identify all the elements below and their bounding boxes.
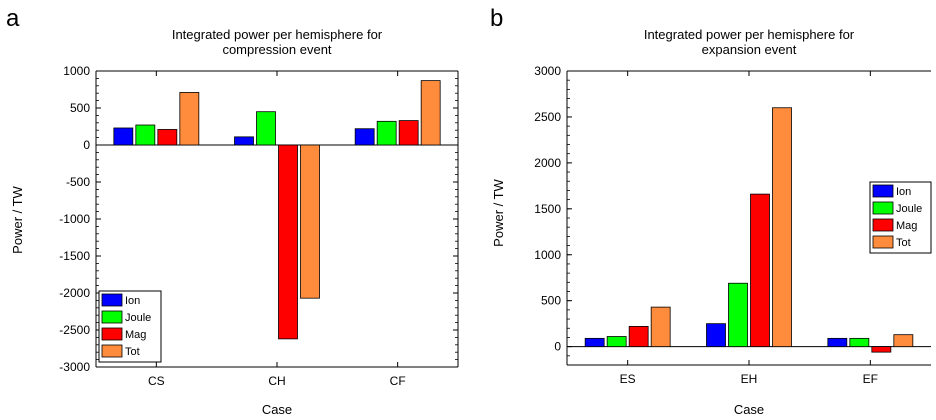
panel-b-bar-ef-mag [871,346,892,353]
panel-b-x-tick-label: EF [863,372,878,386]
panel-a-y-tick-label: -2000 [59,286,90,300]
panel-b-title-line1: Integrated power per hemisphere for [644,27,855,42]
panel-a-letter: a [6,5,20,32]
panel-a-bar-ch-joule [256,111,276,146]
panel-b-bar-es-ion [584,337,605,348]
panel-a-y-tick-label: -1500 [59,249,90,263]
panel-b-legend-label-ion: Ion [896,186,911,198]
panel-a-bar-cf-mag [398,120,419,146]
panel-b-bar-es-mag [628,326,649,348]
panel-b-legend-swatch-joule [872,201,894,215]
panel-b-bar-eh-tot [772,107,792,348]
panel-a-x-tick-label: CF [390,374,406,388]
panel-a-bar-cf-joule [376,120,397,146]
panel-a-legend-swatch-mag [101,327,123,341]
panel-b-legend-label-joule: Joule [896,203,922,215]
panel-b-legend-swatch-tot [872,235,894,249]
panel-b-bar-eh-joule [728,282,748,348]
panel-a-y-tick-label: 0 [83,138,90,152]
panel-a-x-tick-label: CH [268,374,285,388]
panel-b-y-tick-label: 2000 [534,156,561,170]
panel-a-bar-cf-ion [354,128,375,146]
panel-b-title-line2: expansion event [702,42,797,57]
panel-b-legend-label-tot: Tot [896,237,911,249]
panel-a-y-tick-label: -2500 [59,323,90,337]
panel-b-x-tick-label: ES [620,372,636,386]
panel-a-y-axis-label: Power / TW [10,185,25,253]
panel-a-title-line2: compression event [222,42,331,57]
panel-a-y-tick-label: -500 [66,175,90,189]
panel-a-legend-swatch-ion [101,293,123,307]
panel-a-bar-ch-mag [278,144,298,340]
panel-a-x-tick-label: CS [148,374,165,388]
panel-a-legend-label-mag: Mag [125,329,146,341]
panel-a-bar-cs-joule [135,124,156,146]
panel-a-title-line1: Integrated power per hemisphere for [172,27,383,42]
panel-b-y-axis-label: Power / TW [491,178,506,246]
panel-a-bar-cs-tot [179,92,200,146]
panel-b-x-tick-label: EH [741,372,758,386]
panel-a-legend-label-ion: Ion [125,295,140,307]
panel-b-y-tick-label: 0 [554,340,561,354]
panel-a-bar-cf-tot [420,80,441,146]
panel-b-bar-eh-ion [706,323,726,348]
panel-a-y-tick-label: -3000 [59,360,90,374]
panel-b-x-axis-label: Case [734,402,764,417]
panel-a-legend-label-joule: Joule [125,312,151,324]
panel-b-legend-label-mag: Mag [896,220,917,232]
panel-b-bar-es-joule [606,336,627,348]
panel-a-x-axis-label: Case [262,402,292,417]
panel-a-y-tick-label: 1000 [63,64,90,78]
panel-a-bar-ch-tot [300,144,320,299]
panel-a-bar-cs-mag [157,129,178,146]
panel-b-letter: b [490,5,503,32]
panel-b-bar-es-tot [650,306,671,348]
panel-a-bar-cs-ion [113,127,134,146]
panel-a-legend-label-tot: Tot [125,346,140,358]
panel-b-bar-ef-joule [849,337,870,348]
panel-b-y-tick-label: 1500 [534,202,561,216]
panel-a-y-tick-label: -1000 [59,212,90,226]
panel-b-legend-swatch-mag [872,218,894,232]
panel-b-y-tick-label: 1000 [534,248,561,262]
panel-a-bar-ch-ion [234,136,254,146]
panel-b-bar-eh-mag [750,193,770,348]
panel-b-y-tick-label: 2500 [534,110,561,124]
panel-a-legend-swatch-tot [101,344,123,358]
panel-b-bar-ef-tot [893,334,914,348]
panel-b-y-tick-label: 500 [541,294,561,308]
panel-b-bar-ef-ion [827,337,848,348]
panel-b-y-tick-label: 3000 [534,64,561,78]
panel-a-y-tick-label: 500 [70,101,90,115]
panel-a-legend-swatch-joule [101,310,123,324]
panel-b-legend-swatch-ion [872,184,894,198]
